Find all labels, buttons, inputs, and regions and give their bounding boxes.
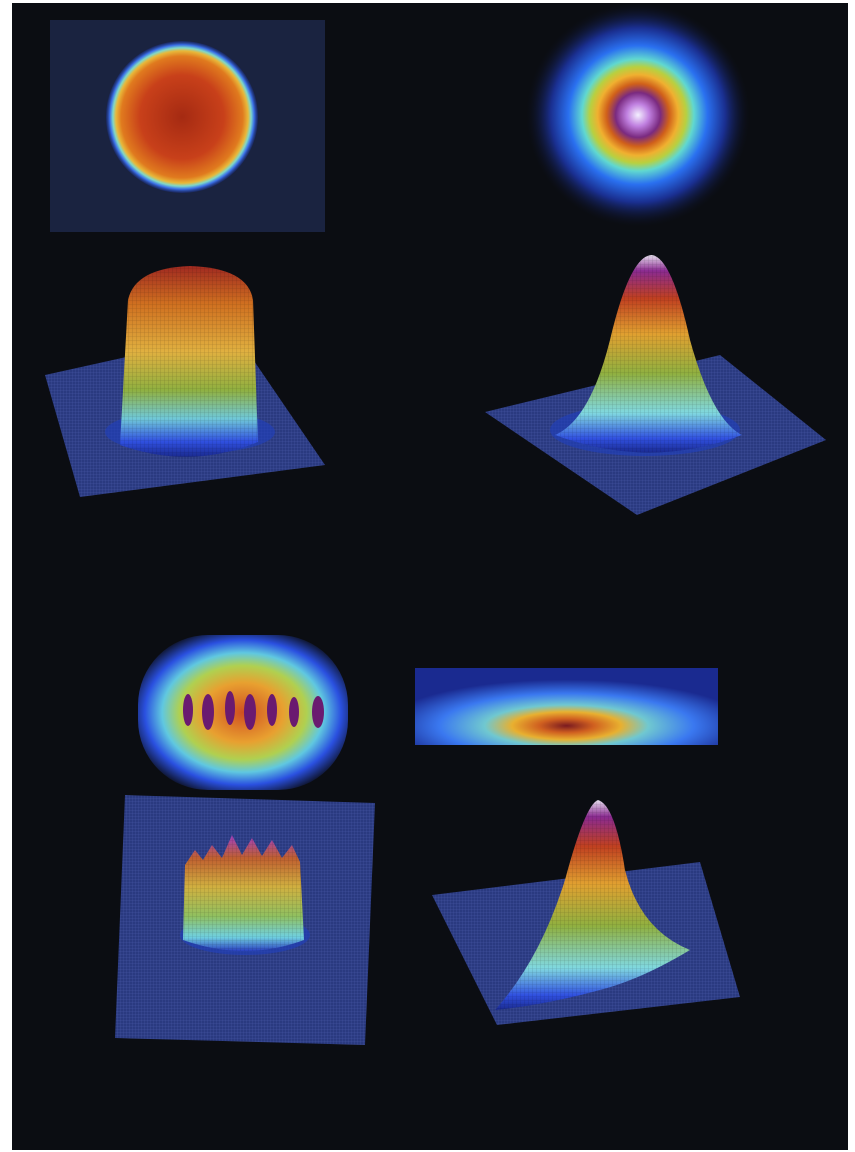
hotspot [244, 694, 256, 730]
hotspot [267, 694, 277, 726]
beam-profile-figure [0, 0, 855, 1152]
hotspot [225, 691, 235, 725]
flat-top-mesh [120, 266, 258, 457]
page: {} html, body { margin: 0; padding: 0; b… [0, 0, 855, 1152]
hotspot [289, 697, 299, 727]
hotspot [183, 694, 193, 726]
hotspot [312, 696, 324, 728]
page-body [0, 0, 855, 1152]
hotspot [202, 694, 214, 730]
flat-top-beam [106, 41, 258, 193]
elongated-beam [415, 668, 718, 745]
gaussian-beam [526, 3, 750, 227]
